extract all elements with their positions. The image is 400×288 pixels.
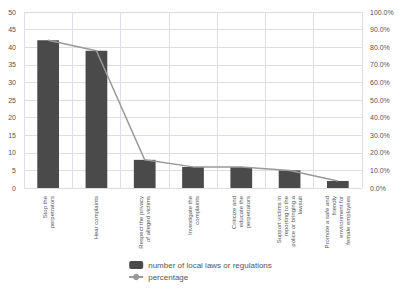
- svg-text:35: 35: [8, 61, 16, 68]
- svg-text:Respect the privacy: Respect the privacy: [138, 196, 144, 249]
- svg-text:10.0%: 10.0%: [370, 167, 390, 174]
- svg-text:0.0%: 0.0%: [370, 185, 386, 192]
- svg-text:5: 5: [12, 167, 16, 174]
- svg-text:lawsuit: lawsuit: [297, 196, 303, 215]
- svg-text:40.0%: 40.0%: [370, 114, 390, 121]
- svg-text:Investigate the: Investigate the: [187, 195, 193, 235]
- svg-text:0: 0: [12, 185, 16, 192]
- svg-text:60.0%: 60.0%: [370, 79, 390, 86]
- svg-text:Criticize and: Criticize and: [231, 196, 237, 229]
- svg-text:Support victims in: Support victims in: [276, 196, 282, 243]
- svg-text:educate the: educate the: [238, 195, 244, 227]
- svg-text:environment for: environment for: [338, 196, 344, 238]
- svg-text:45: 45: [8, 26, 16, 33]
- svg-text:30.0%: 30.0%: [370, 132, 390, 139]
- svg-text:20.0%: 20.0%: [370, 149, 390, 156]
- svg-text:perpetrators: perpetrators: [49, 196, 55, 228]
- svg-text:40: 40: [8, 44, 16, 51]
- svg-text:15: 15: [8, 132, 16, 139]
- svg-text:of alleged victims: of alleged victims: [145, 196, 151, 242]
- svg-text:percentage: percentage: [148, 273, 189, 282]
- svg-text:20: 20: [8, 114, 16, 121]
- svg-text:80.0%: 80.0%: [370, 44, 390, 51]
- svg-text:complaints: complaints: [194, 196, 200, 225]
- svg-text:police or bringing a: police or bringing a: [290, 195, 296, 246]
- svg-text:90.0%: 90.0%: [370, 26, 390, 33]
- svg-text:female employees: female employees: [345, 196, 351, 245]
- svg-text:70.0%: 70.0%: [370, 61, 390, 68]
- svg-text:Hear complaints: Hear complaints: [93, 196, 99, 239]
- svg-text:reporting to the: reporting to the: [283, 195, 289, 236]
- svg-text:50: 50: [8, 9, 16, 16]
- svg-text:friendly: friendly: [331, 196, 337, 215]
- svg-text:number of local laws or regula: number of local laws or regulations: [148, 261, 272, 270]
- svg-text:perpetrators: perpetrators: [245, 196, 251, 228]
- svg-text:Stop the: Stop the: [42, 195, 48, 218]
- svg-text:50.0%: 50.0%: [370, 97, 390, 104]
- svg-text:Promote a safe and: Promote a safe and: [324, 196, 330, 248]
- svg-text:30: 30: [8, 79, 16, 86]
- svg-text:100.0%: 100.0%: [370, 9, 394, 16]
- svg-text:25: 25: [8, 97, 16, 104]
- svg-text:10: 10: [8, 149, 16, 156]
